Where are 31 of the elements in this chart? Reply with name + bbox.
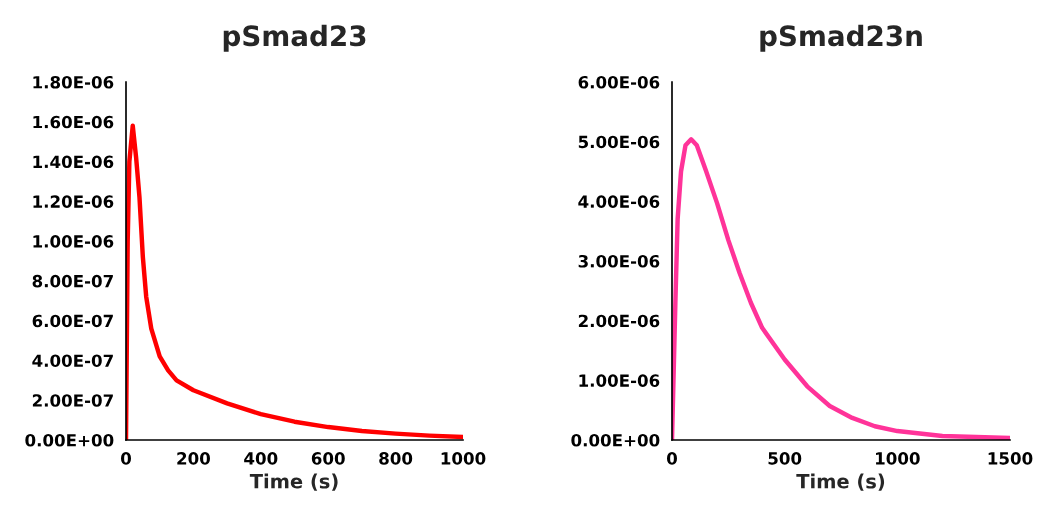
y-tick-label: 5.00E-06 <box>578 135 660 149</box>
x-tick-label: 500 <box>768 452 802 465</box>
x-tick-label: 0 <box>667 452 677 465</box>
x-tick-label: 800 <box>379 452 413 465</box>
y-tick-label: 6.00E-06 <box>578 75 660 89</box>
y-tick-label: 2.00E-07 <box>32 394 113 407</box>
x-tick-label: 1000 <box>876 452 920 465</box>
y-tick-label: 1.80E-06 <box>33 75 114 89</box>
y-tick-label: 4.00E-06 <box>578 195 660 208</box>
chart-title: pSmad23n <box>760 24 922 52</box>
y-tick-label: 1.40E-06 <box>33 155 114 169</box>
x-tick-label: 400 <box>244 452 278 465</box>
x-tick-label: 1500 <box>988 452 1033 465</box>
x-tick-label: 600 <box>311 452 345 465</box>
y-tick-label: 6.00E-07 <box>32 314 113 328</box>
x-tick-label: 1000 <box>441 452 486 465</box>
x-axis-title: Time (s) <box>249 473 338 491</box>
x-axis-title: Time (s) <box>796 473 885 491</box>
y-tick-label: 0.00E+00 <box>571 433 660 447</box>
y-tick-label: 1.20E-06 <box>33 195 114 208</box>
y-tick-label: 2.00E-06 <box>578 314 660 328</box>
y-tick-label: 4.00E-07 <box>32 354 113 368</box>
chart-title: pSmad23 <box>223 24 366 52</box>
x-tick-label: 0 <box>121 452 131 465</box>
y-tick-label: 1.60E-06 <box>33 115 114 129</box>
y-tick-label: 0.00E+00 <box>25 433 114 447</box>
y-tick-label: 3.00E-06 <box>578 254 660 268</box>
y-tick-label: 8.00E-07 <box>32 274 113 288</box>
y-tick-label: 1.00E-06 <box>33 235 114 248</box>
y-tick-label: 1.00E-06 <box>579 374 660 387</box>
x-tick-label: 200 <box>177 452 210 465</box>
